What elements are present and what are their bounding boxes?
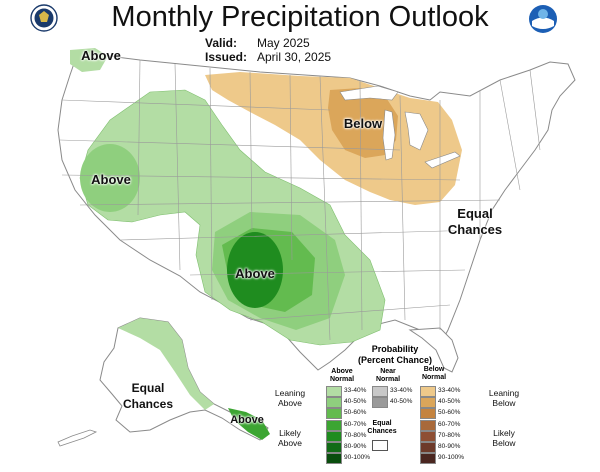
legend-pct-above-3: 60-70% — [344, 420, 367, 428]
noaa-logo — [529, 5, 557, 33]
legend-near-head: Near Normal — [375, 368, 401, 383]
legend-pct-above-2: 50-60% — [344, 409, 367, 417]
legend-pct-below-6: 90-100% — [438, 454, 465, 462]
legend-pct-near-1: 40-50% — [390, 398, 413, 406]
issued-label: Issued: — [205, 50, 248, 64]
legend-swatch-above-5 — [326, 442, 342, 453]
legend-pct-above-1: 40-50% — [344, 398, 367, 406]
legend-swatch-above-6 — [326, 453, 342, 465]
issued-value: April 30, 2025 — [257, 50, 332, 64]
legend-swatch-below-6 — [420, 453, 436, 465]
legend-likely-below: Likely Below — [492, 428, 516, 448]
label-alaska-above: Above — [230, 414, 264, 426]
legend-pct-below-4: 70-80% — [438, 431, 461, 439]
legend-leaning-above: Leaning Above — [274, 388, 306, 408]
legend-swatch-below-0 — [420, 386, 436, 397]
label-greatlakes-below: Below — [343, 116, 383, 131]
alaska-above-region — [118, 318, 214, 410]
legend-swatch-below-5 — [420, 442, 436, 453]
label-alaska-equal-chances: Equal Chances — [122, 381, 174, 411]
legend-swatch-below-1 — [420, 397, 436, 409]
page-title: Monthly Precipitation Outlook — [111, 1, 489, 33]
lake-huron — [404, 111, 429, 151]
valid-label: Valid: — [205, 36, 238, 50]
legend-swatch-below-2 — [420, 408, 436, 420]
legend-pct-below-0: 33-40% — [438, 387, 461, 394]
florida — [408, 327, 459, 373]
legend-title: Probability (Percent Chance) — [357, 344, 433, 365]
valid-value: May 2025 — [257, 36, 310, 50]
legend-swatch-above-3 — [326, 419, 342, 431]
legend-swatch-above-2 — [326, 408, 342, 420]
legend-swatch-below-3 — [420, 419, 436, 431]
legend-pct-below-2: 50-60% — [438, 409, 461, 417]
doc-seal-logo — [30, 4, 58, 32]
legend-swatch-above-0 — [326, 386, 342, 397]
legend-equal-chances: Equal Chances — [367, 420, 397, 435]
legend-pct-near-0: 33-40% — [390, 387, 413, 394]
legend-pct-above-6: 90-100% — [344, 454, 371, 462]
legend-pct-below-3: 60-70% — [438, 420, 461, 428]
below-light-region — [205, 72, 462, 205]
legend-leaning-below: Leaning Below — [488, 388, 520, 408]
legend-pct-below-5: 80-90% — [438, 443, 461, 450]
label-east-equal-chances: Equal Chances — [447, 206, 503, 237]
alaska-islands — [57, 429, 98, 447]
legend-swatch-above-1 — [326, 397, 342, 409]
above-mid-basin — [80, 144, 140, 212]
lake-superior — [339, 85, 399, 101]
legend-swatch-near-0 — [372, 386, 388, 397]
legend-swatch-near-1 — [372, 397, 388, 409]
legend-pct-below-1: 40-50% — [438, 398, 461, 406]
state-borders — [59, 59, 541, 341]
label-plains-above: Above — [235, 266, 275, 281]
legend-above-head: Above Normal — [329, 368, 355, 383]
legend-pct-above-0: 33-40% — [344, 387, 367, 394]
lake-michigan — [382, 109, 396, 161]
legend-pct-above-5: 80-90% — [344, 443, 367, 450]
legend-likely-above: Likely Above — [277, 428, 303, 448]
alaska-panhandle — [228, 408, 270, 440]
legend-below-head: Below Normal — [421, 366, 447, 381]
lake-erie — [424, 151, 461, 169]
above-dark-core — [227, 232, 283, 308]
valid-issued-block: Valid: May 2025 Issued: April 30, 2025 — [205, 36, 331, 64]
label-greatbasin-above: Above — [91, 172, 131, 187]
legend-pct-above-4: 70-80% — [344, 431, 367, 439]
label-northwest-above: Above — [81, 48, 121, 63]
legend-swatch-below-4 — [420, 430, 436, 442]
below-mid-region — [328, 88, 398, 158]
nw-above-region — [70, 48, 108, 72]
legend-equal-chances-swatch — [372, 440, 388, 451]
legend-swatch-above-4 — [326, 430, 342, 442]
